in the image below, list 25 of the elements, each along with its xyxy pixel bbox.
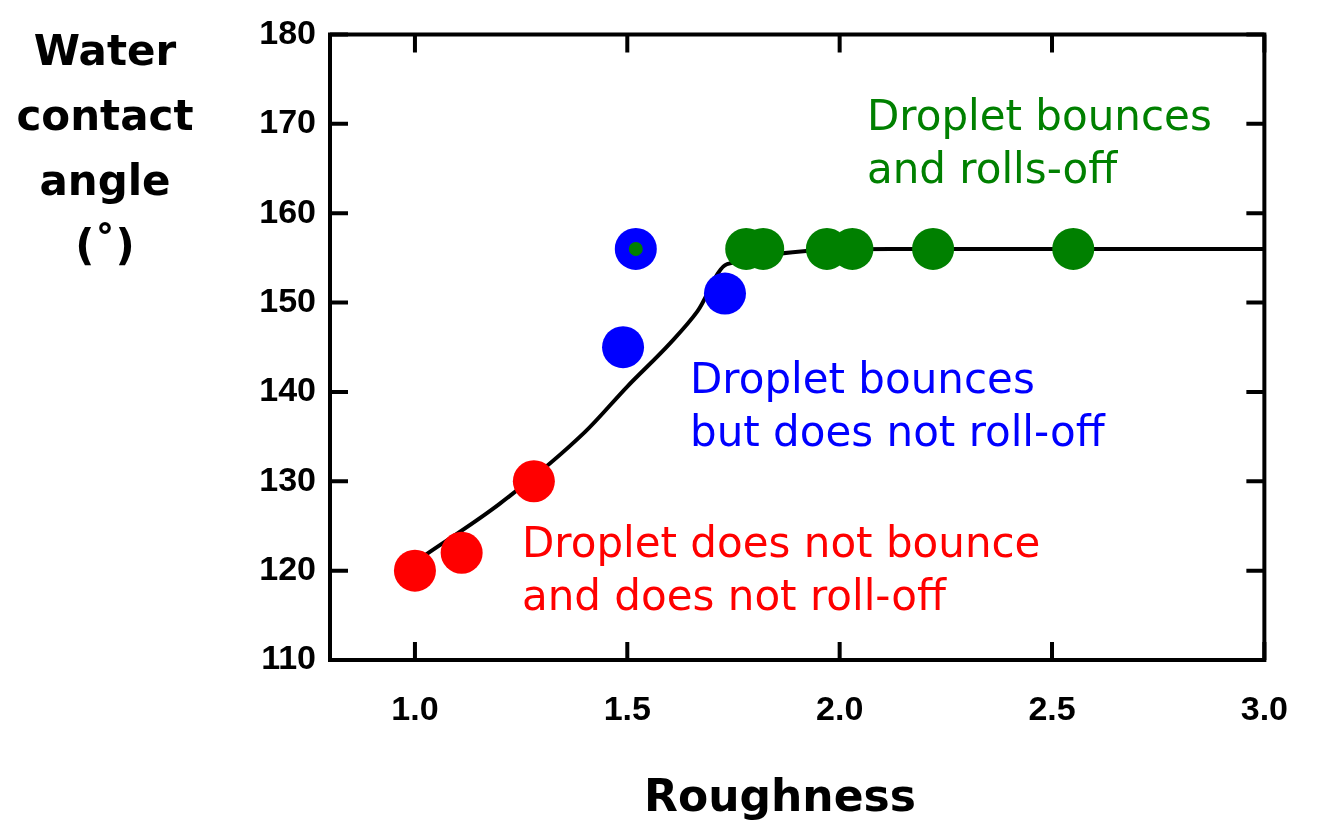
y-tick-label: 130 [259,459,316,498]
y-tick-label: 160 [259,191,316,230]
point [602,326,645,369]
x-tick-label: 1.5 [603,688,651,727]
x-axis-title: Roughness [643,770,917,821]
y-tick-label: 110 [261,638,316,677]
point [1052,227,1095,270]
y-tick-label: 120 [259,549,316,587]
point [440,531,483,574]
x-tick-label: 3.0 [1240,688,1288,727]
y-axis-title: Water contact angle (˚) [15,25,195,272]
y-tick-label: 180 [259,12,316,51]
series-label: Droplet bounces and rolls-off [867,90,1213,195]
y-tick-label: 170 [259,102,316,141]
x-tick-label: 1.0 [391,688,439,727]
point [912,227,955,270]
series-label: Droplet bounces but does not roll-off [690,353,1107,458]
series-label: Droplet does not bounce and does not roll-off [522,517,1042,622]
x-tick-label: 2.0 [816,688,864,727]
point [393,549,436,592]
y-tick-label: 150 [259,280,316,319]
point [703,272,746,315]
point [512,460,555,503]
x-tick-label: 2.5 [1028,688,1076,727]
y-tick-label: 140 [259,370,316,409]
